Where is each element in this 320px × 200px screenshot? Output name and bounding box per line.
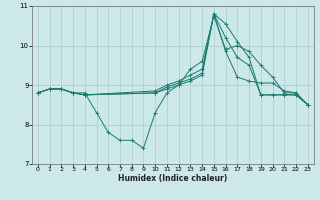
X-axis label: Humidex (Indice chaleur): Humidex (Indice chaleur): [118, 174, 228, 183]
